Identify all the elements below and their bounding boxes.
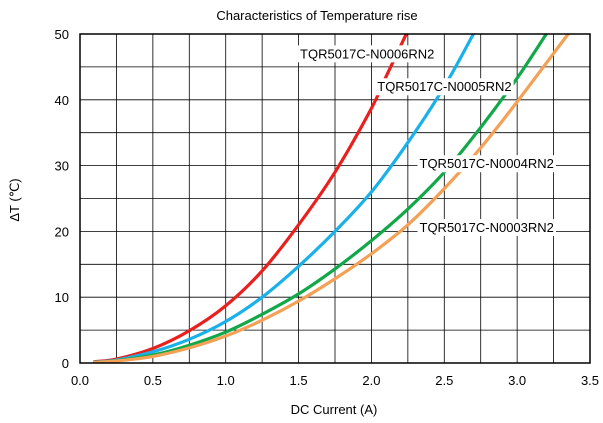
series-label-3: TQR5017C-N0004RN2 [417,155,556,173]
series-labels: TQR5017C-N0006RN2 TQR5017C-N0005RN2 TQR501… [298,45,556,237]
y-axis-ticks: 0 10 20 30 40 50 [55,27,69,371]
series-layer [92,34,570,363]
series-line-1 [92,34,409,363]
series-label-text: TQR5017C-N0004RN2 [420,156,554,171]
x-tick-label: 2.0 [362,373,380,388]
series-label-text: TQR5017C-N0005RN2 [377,79,511,94]
x-tick-label: 2.5 [435,373,453,388]
series-line-4 [92,34,570,363]
y-tick-label: 20 [55,224,69,239]
y-tick-label: 40 [55,93,69,108]
series-label-background [417,155,556,173]
x-tick-label: 3.5 [581,373,599,388]
series-line-2 [92,34,476,363]
y-tick-label: 0 [62,356,69,371]
x-axis-title: DC Current (A) [291,402,378,417]
series-label-background [375,78,514,96]
x-tick-label: 1.5 [290,373,308,388]
x-tick-label: 0.0 [71,373,89,388]
series-label-text: TQR5017C-N0006RN2 [300,46,434,61]
series-label-background [417,219,556,237]
x-axis-ticks: 0.0 0.5 1.0 1.5 2.0 2.5 3.0 3.5 [71,373,599,388]
y-tick-label: 50 [55,27,69,42]
plot-frame [79,33,591,364]
x-tick-label: 1.0 [217,373,235,388]
x-tick-label: 0.5 [144,373,162,388]
y-tick-label: 30 [55,159,69,174]
y-tick-label: 10 [55,290,69,305]
series-label-2: TQR5017C-N0005RN2 [375,78,514,96]
series-label-text: TQR5017C-N0003RN2 [420,220,554,235]
series-label-4: TQR5017C-N0003RN2 [417,219,556,237]
y-axis-title: ΔT (℃) [7,178,22,221]
series-label-1: TQR5017C-N0006RN2 [298,45,437,63]
chart-title: Characteristics of Temperature rise [216,8,417,23]
x-tick-label: 3.0 [508,373,526,388]
series-label-background [298,45,437,63]
